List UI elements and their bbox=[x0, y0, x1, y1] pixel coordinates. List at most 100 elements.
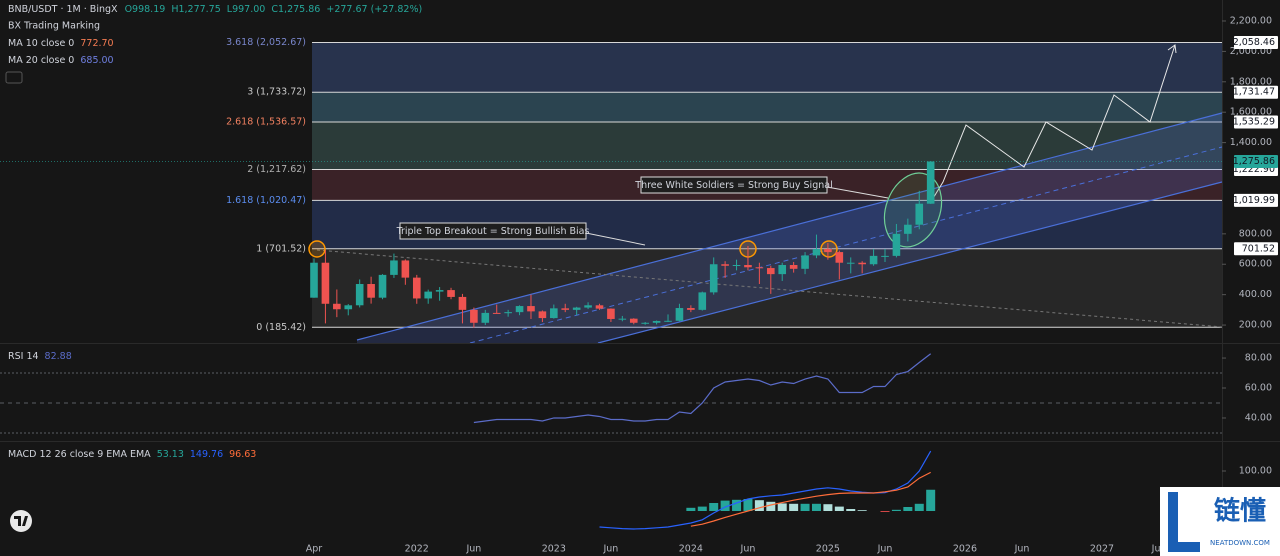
watermark-site: NEATDOWN.COM bbox=[1210, 539, 1270, 547]
indicator-legend: MA 20 close 0 685.00 bbox=[8, 55, 114, 66]
annotation-arrow bbox=[585, 232, 646, 246]
channel-fill bbox=[357, 113, 1222, 343]
macd-line bbox=[690, 471, 931, 527]
macd-histogram-bar bbox=[789, 503, 799, 511]
candle-body bbox=[595, 305, 604, 309]
x-tick-label: 2027 bbox=[1090, 544, 1114, 555]
x-tick-label: 2022 bbox=[405, 544, 429, 555]
candle-body bbox=[538, 311, 547, 319]
ohlc: L997.00 bbox=[227, 4, 266, 15]
indicator-name: MA 20 close 0 bbox=[8, 55, 74, 66]
x-tick-label: 2024 bbox=[679, 544, 703, 555]
fib-zone bbox=[312, 122, 1222, 170]
fib-label: 2.618 (1,536.57) bbox=[226, 117, 306, 128]
candle-body bbox=[607, 308, 615, 319]
macd-histogram-bar bbox=[846, 509, 856, 511]
candle-body bbox=[664, 320, 672, 322]
candle-body bbox=[767, 268, 775, 275]
candle-body bbox=[835, 252, 844, 263]
annotation-box bbox=[640, 176, 828, 194]
macd-title: MACD 12 26 close 9 EMA EMA bbox=[8, 449, 151, 460]
candle-body bbox=[424, 291, 432, 299]
logo-mark bbox=[14, 516, 28, 526]
x-tick-label: Jun bbox=[877, 544, 893, 555]
candle-body bbox=[470, 309, 478, 323]
candle-body bbox=[310, 262, 318, 298]
candle-body bbox=[435, 290, 444, 292]
last-price-label: 1,275.86 bbox=[1233, 156, 1275, 167]
x-tick-label: Apr bbox=[306, 544, 323, 555]
candle-body bbox=[390, 260, 398, 275]
candle-body bbox=[858, 262, 866, 265]
macd-histogram-bar bbox=[720, 500, 730, 511]
y-tick-label: 800.00 bbox=[1239, 228, 1272, 239]
y-tick-label: 1,800.00 bbox=[1230, 76, 1272, 87]
legend-header: BNB/USDT · 1M · BingX O998.19 H1,277.75 … bbox=[8, 4, 422, 15]
macd-histogram-bar bbox=[880, 511, 890, 512]
fib-zone bbox=[312, 42, 1222, 93]
candle-body bbox=[458, 296, 467, 310]
candle-body bbox=[869, 255, 878, 265]
indicator-legend: MA 10 close 0 772.70 bbox=[8, 38, 114, 49]
macd-histogram-bar bbox=[743, 499, 753, 511]
macd-histogram-bar bbox=[766, 501, 776, 511]
tv-logo bbox=[10, 510, 32, 532]
foreground-layer bbox=[0, 160, 1222, 530]
indicator-value: 772.70 bbox=[80, 38, 113, 49]
x-tick-label: Jun bbox=[1151, 544, 1167, 555]
top-marker bbox=[820, 240, 838, 258]
candle-body bbox=[515, 306, 524, 313]
candle-body bbox=[561, 308, 570, 310]
price-label: 1,222.90 bbox=[1233, 164, 1275, 175]
macd-histogram-bar bbox=[857, 510, 867, 511]
price-label-box bbox=[1234, 36, 1278, 50]
candle-body bbox=[378, 274, 387, 298]
y-tick-label: 40.00 bbox=[1245, 412, 1272, 423]
y-tick-label: 2,200.00 bbox=[1230, 15, 1272, 26]
indicator-name: BX Trading Marking bbox=[8, 21, 100, 32]
candle-body bbox=[687, 308, 695, 310]
axes: Apr 2022 Jun 2023 Jun 2024 Jun 2025 Jun 2026 Jun 20… bbox=[306, 15, 1278, 555]
ohlc: C1,275.86 bbox=[271, 4, 320, 15]
y-tick-label: 80.00 bbox=[1245, 353, 1272, 364]
annotation-box bbox=[399, 222, 587, 240]
candle-body bbox=[732, 265, 741, 267]
y-tick-label: 100.00 bbox=[1239, 466, 1272, 477]
macd-histogram-bar bbox=[903, 507, 913, 511]
rsi-title: RSI 14 bbox=[8, 351, 39, 362]
ohlc: H1,277.75 bbox=[171, 4, 220, 15]
y-tick-label: 60.00 bbox=[1245, 383, 1272, 394]
candle-body bbox=[652, 320, 661, 323]
candle-body bbox=[618, 318, 627, 320]
candle-body bbox=[881, 255, 889, 257]
indicator-name: MA 10 close 0 bbox=[8, 38, 74, 49]
y-tick-label: 400.00 bbox=[1239, 289, 1272, 300]
macd-histogram-bar bbox=[926, 489, 936, 511]
collapse-button[interactable] bbox=[5, 71, 23, 84]
y-tick-label: 1,400.00 bbox=[1230, 137, 1272, 148]
x-tick-label: Jun bbox=[740, 544, 756, 555]
price-label: 701.52 bbox=[1242, 243, 1275, 254]
macd-histogram-bar bbox=[754, 500, 764, 511]
candle-body bbox=[709, 264, 718, 293]
candle-body bbox=[721, 264, 729, 266]
trend-line bbox=[316, 249, 1223, 328]
fib-label: 2 (1,217.62) bbox=[247, 164, 306, 175]
candle-body bbox=[744, 265, 752, 268]
y-tick-label: 1,600.00 bbox=[1230, 107, 1272, 118]
macd-histogram-bar bbox=[891, 509, 901, 511]
candle-body bbox=[572, 307, 581, 310]
x-tick-label: Jun bbox=[465, 544, 481, 555]
candle-body bbox=[367, 284, 375, 298]
rsi-value: 82.88 bbox=[45, 351, 72, 362]
macd-histogram-bar bbox=[777, 503, 787, 511]
last-price-box bbox=[1234, 154, 1278, 168]
channel-mid bbox=[469, 146, 1223, 344]
fib-label: 3.618 (2,052.67) bbox=[226, 37, 306, 48]
candle-body bbox=[846, 262, 855, 264]
x-tick-label: 2026 bbox=[953, 544, 977, 555]
candle-body bbox=[675, 308, 684, 321]
price-label: 1,535.29 bbox=[1233, 117, 1275, 128]
rsi-line bbox=[473, 353, 932, 424]
